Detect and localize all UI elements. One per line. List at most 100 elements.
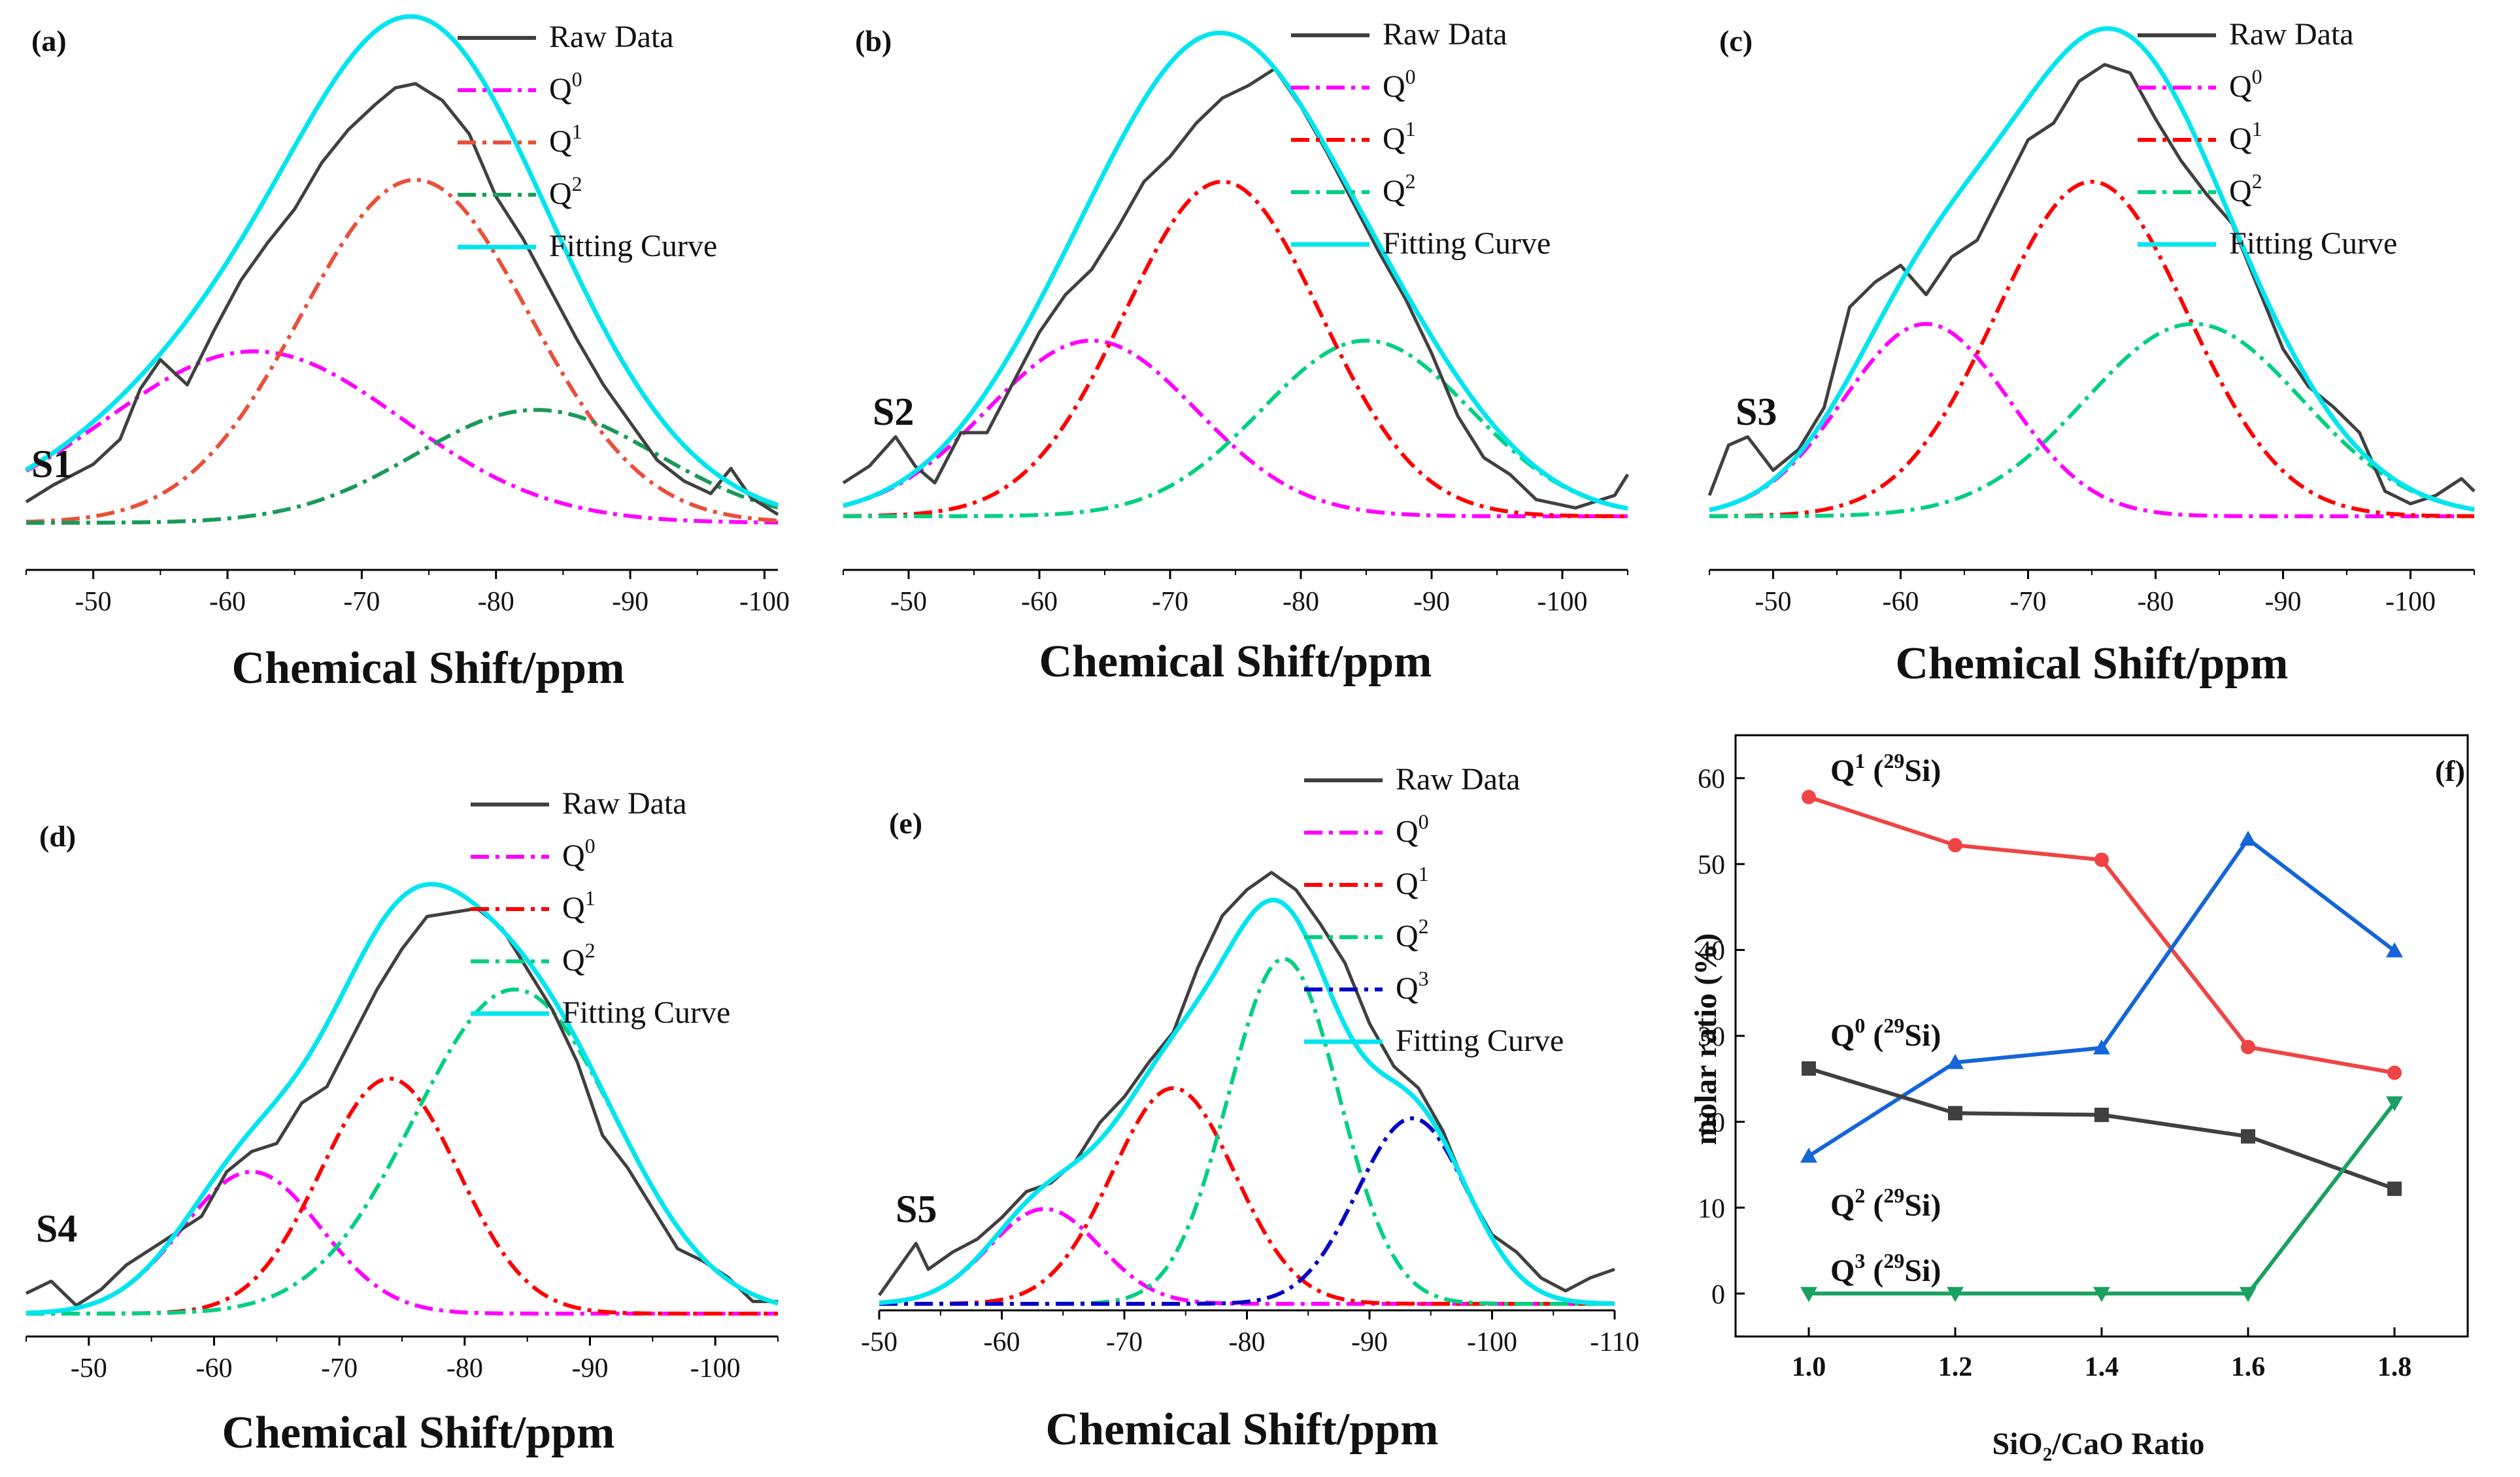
series-q2-marker <box>2240 1287 2257 1303</box>
fitting-curve <box>843 30 1628 511</box>
series-label-q1: Q1 (29Si) <box>1830 749 1941 788</box>
x-tick-label: -100 <box>739 587 790 617</box>
series-q0-marker <box>2387 1181 2402 1196</box>
series-label-q3: Q3 (29Si) <box>1830 1249 1941 1288</box>
panel-f-ylabel: molar ratio (%) <box>1688 933 1723 1145</box>
legend-raw-data-label: Raw Data <box>549 20 674 54</box>
series-q1-marker <box>2094 852 2109 867</box>
legend-q0-label: Q0 <box>1383 65 1416 104</box>
legend-q2-label: Q2 <box>562 938 596 978</box>
peak-q1-curve <box>1709 179 2474 518</box>
panel-a-xlabel: Chemical Shift/ppm <box>232 643 625 693</box>
legend-raw-data-label: Raw Data <box>1383 17 1507 52</box>
x-tick-label: -70 <box>343 587 380 617</box>
x-tick-label: -90 <box>1351 1327 1388 1357</box>
raw-data-curve <box>1707 63 2476 506</box>
panel-b-xlabel: Chemical Shift/ppm <box>1039 637 1432 687</box>
series-label-q2: Q2 (29Si) <box>1830 1184 1941 1223</box>
legend-q1-label: Q1 <box>562 886 596 925</box>
fitting-curve <box>25 14 779 508</box>
x-tick-label: -80 <box>2138 587 2174 617</box>
legend-q2-label: Q2 <box>1383 169 1416 208</box>
f-y-tick-label: 0 <box>1711 1280 1725 1310</box>
panel-a-letter: (a) <box>31 24 67 58</box>
x-tick-label: -100 <box>2385 587 2436 617</box>
panel-f-ticks: 1.0 1.2 1.4 1.6 1.8 0 10 20 30 40 50 60 <box>1698 765 2411 1382</box>
fitting-curve <box>1709 26 2475 512</box>
series-q3-marker <box>1947 1054 1964 1069</box>
peak-q2-curve <box>26 987 779 1316</box>
x-tick-label: -70 <box>1152 587 1188 617</box>
legend-q0-label: Q0 <box>1396 810 1429 849</box>
x-tick-label: -100 <box>1467 1327 1517 1357</box>
x-tick-label: -50 <box>75 587 112 617</box>
panel-c: -50 -60 -70 -80 -90 -100 (c) S3 Chemical Shif… <box>1707 17 2476 689</box>
x-tick-label: -90 <box>572 1353 609 1384</box>
x-tick-label: -50 <box>1755 587 1792 617</box>
panel-f: 1.0 1.2 1.4 1.6 1.8 0 10 20 30 40 50 60 (f) SiO₂/Ca… <box>1688 734 2469 1461</box>
series-q1-marker <box>1948 838 1962 853</box>
panel-c-xlabel: Chemical Shift/ppm <box>1896 639 2289 689</box>
peak-q0-curve <box>25 1169 778 1316</box>
x-tick-label: -70 <box>2010 587 2047 617</box>
panel-e-sample-label: S5 <box>896 1187 937 1231</box>
series-q0-marker <box>2241 1129 2255 1144</box>
panel-e-curves <box>877 871 1615 1306</box>
peak-q2-curve <box>843 339 1628 518</box>
f-x-tick-label: 1.6 <box>2231 1352 2266 1382</box>
raw-data-curve <box>25 82 779 516</box>
raw-data-curve <box>877 871 1615 1297</box>
series-q3-marker <box>2386 942 2403 957</box>
panel-a-curves <box>25 14 779 525</box>
peak-q1-curve <box>843 179 1628 518</box>
panel-b-ticks: -50 -60 -70 -80 -90 -100 <box>843 570 1628 617</box>
legend-q1-label: Q1 <box>1383 117 1416 156</box>
peak-q3-curve <box>879 1116 1615 1306</box>
series-q2-marker <box>2093 1287 2110 1303</box>
panel-d-ticks: -50 -60 -70 -80 -90 -100 <box>25 1336 779 1384</box>
f-x-tick-label: 1.0 <box>1792 1352 1826 1382</box>
peak-q0-curve <box>25 349 778 525</box>
series-q0-line <box>1808 1067 2396 1191</box>
legend-q1-label: Q1 <box>1396 862 1429 901</box>
x-tick-label: -60 <box>1883 587 1919 617</box>
panel-a-ticks: -50 -60 -70 -80 -90 -100 <box>25 570 790 617</box>
peak-q0-curve <box>843 339 1628 518</box>
peak-q2-curve <box>879 956 1615 1306</box>
legend-q0-label: Q0 <box>562 834 596 873</box>
series-q0-marker <box>1802 1061 1816 1076</box>
x-tick-label: -80 <box>1229 1327 1266 1357</box>
panel-e-xlabel: Chemical Shift/ppm <box>1046 1404 1439 1455</box>
panel-a: -50 -60 -70 -80 -90 -100 (a) S1 Chemical Shif… <box>25 14 790 693</box>
series-q3-marker <box>2240 831 2257 846</box>
legend-fitting-curve-label: Fitting Curve <box>2229 226 2397 261</box>
legend-fitting-curve-label: Fitting Curve <box>1396 1023 1564 1058</box>
x-tick-label: -80 <box>478 587 514 617</box>
f-y-tick-label: 60 <box>1698 765 1725 795</box>
peak-q1-curve <box>879 1086 1615 1306</box>
panel-b: -50 -60 -70 -80 -90 -100 (b) S2 Chemical Shif… <box>842 17 1630 687</box>
fitting-curve <box>25 882 779 1316</box>
peak-q1-curve <box>26 1076 778 1316</box>
legend-q0-label: Q0 <box>549 67 582 107</box>
panel-e-ticks: -50 -60 -70 -80 -90 -100 -110 <box>861 1310 1639 1357</box>
f-x-tick-label: 1.4 <box>2085 1352 2119 1382</box>
panel-c-legend: Raw Data Q0 Q1 Q2 Fitting Curve <box>2138 17 2397 261</box>
legend-raw-data-label: Raw Data <box>562 786 687 821</box>
series-q1-marker <box>1802 789 1816 805</box>
panel-a-sample-label: S1 <box>31 442 73 486</box>
x-tick-label: -50 <box>861 1327 898 1357</box>
x-tick-label: -60 <box>196 1353 233 1384</box>
panel-c-sample-label: S3 <box>1736 390 1777 433</box>
legend-q2-label: Q2 <box>1396 914 1429 954</box>
fitting-curve <box>879 897 1615 1306</box>
panel-d-sample-label: S4 <box>36 1207 77 1250</box>
f-y-tick-label: 10 <box>1698 1194 1725 1224</box>
legend-q3-label: Q3 <box>1396 967 1429 1006</box>
x-tick-label: -70 <box>321 1353 358 1384</box>
x-tick-label: -90 <box>612 587 648 617</box>
legend-q2-label: Q2 <box>549 172 582 211</box>
x-tick-label: -90 <box>1413 587 1450 617</box>
peak-q1-curve <box>25 178 779 524</box>
